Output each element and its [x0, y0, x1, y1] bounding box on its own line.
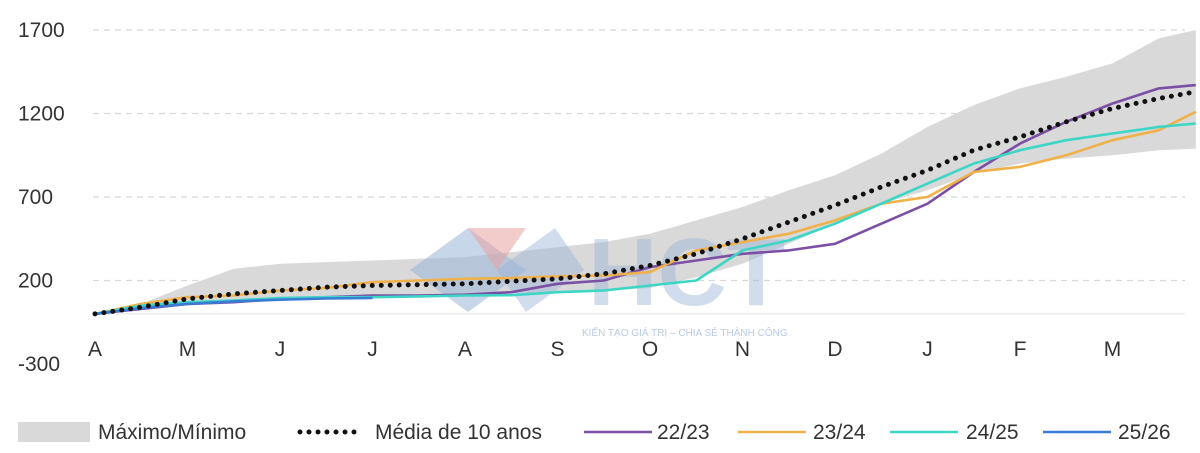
x-tick-label: N — [735, 338, 750, 361]
hct-watermark: HCT KIẾN TẠO GIÁ TRỊ – CHIA SẺ THÀNH CÔN… — [410, 219, 788, 339]
series-layer — [92, 83, 1199, 317]
x-tick-label: A — [458, 338, 472, 361]
series-line-24-25 — [94, 122, 1196, 316]
x-tick-label: J — [275, 338, 286, 361]
x-tick-label: S — [550, 338, 564, 361]
watermark-tagline: KIẾN TẠO GIÁ TRỊ – CHIA SẺ THÀNH CÔNG — [582, 326, 788, 339]
x-tick-label: J — [922, 338, 933, 361]
legend-label: 24/25 — [966, 421, 1019, 444]
y-tick-label: -300 — [18, 353, 60, 376]
legend-key-band — [18, 422, 90, 442]
x-tick-label: M — [179, 338, 197, 361]
y-tick-label: 700 — [18, 186, 53, 209]
y-axis-ticks: -300 200 700 1200 1700 — [18, 19, 65, 376]
x-tick-label: A — [88, 338, 102, 361]
legend: Máximo/Mínimo Média de 10 anos 22/23 23/24 2… — [18, 421, 1171, 444]
legend-label: 25/26 — [1118, 421, 1171, 444]
legend-label: 22/23 — [657, 421, 710, 444]
legend-label: Média de 10 anos — [375, 421, 542, 444]
legend-label: Máximo/Mínimo — [98, 421, 246, 444]
legend-label: 23/24 — [813, 421, 866, 444]
y-tick-label: 1200 — [18, 103, 65, 126]
x-tick-label: D — [827, 338, 842, 361]
y-tick-label: 1700 — [18, 19, 65, 42]
watermark-diamond-top — [468, 228, 526, 270]
x-tick-label: M — [1104, 338, 1122, 361]
x-tick-label: F — [1014, 338, 1027, 361]
x-tick-label: J — [367, 338, 378, 361]
y-tick-label: 200 — [18, 270, 53, 293]
series-line-media-10-anos — [92, 89, 1199, 317]
x-tick-label: O — [642, 338, 658, 361]
